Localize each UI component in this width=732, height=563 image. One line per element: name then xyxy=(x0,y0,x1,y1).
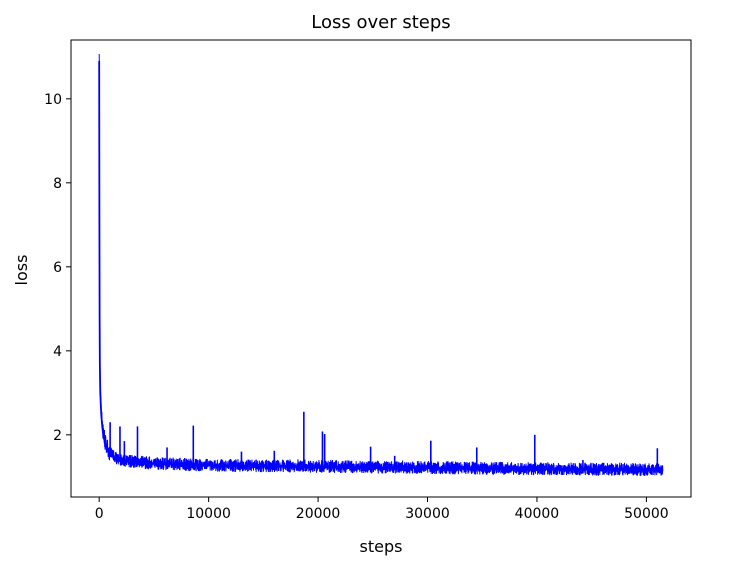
y-axis-label: loss xyxy=(12,255,31,286)
y-axis: 2 4 6 8 10 xyxy=(44,92,71,444)
y-tick-label: 6 xyxy=(53,260,62,276)
y-tick-label: 8 xyxy=(53,176,62,192)
loss-trend-line xyxy=(98,60,663,472)
chart-title: Loss over steps xyxy=(311,12,450,33)
x-axis-label: steps xyxy=(360,537,403,556)
x-tick-label: 20000 xyxy=(296,506,341,522)
x-tick-label: 30000 xyxy=(405,506,450,522)
x-tick-label: 40000 xyxy=(515,506,560,522)
x-tick-label: 10000 xyxy=(186,506,231,522)
plot-frame xyxy=(70,39,692,498)
x-tick-label: 50000 xyxy=(624,506,669,522)
x-axis: 0 10000 20000 30000 40000 50000 xyxy=(95,497,669,522)
y-tick-label: 4 xyxy=(53,344,62,360)
x-tick-label: 0 xyxy=(95,506,104,522)
loss-noise-band xyxy=(98,54,664,477)
y-tick-label: 10 xyxy=(44,92,62,108)
series-layer xyxy=(98,54,664,477)
y-tick-label: 2 xyxy=(53,428,62,444)
